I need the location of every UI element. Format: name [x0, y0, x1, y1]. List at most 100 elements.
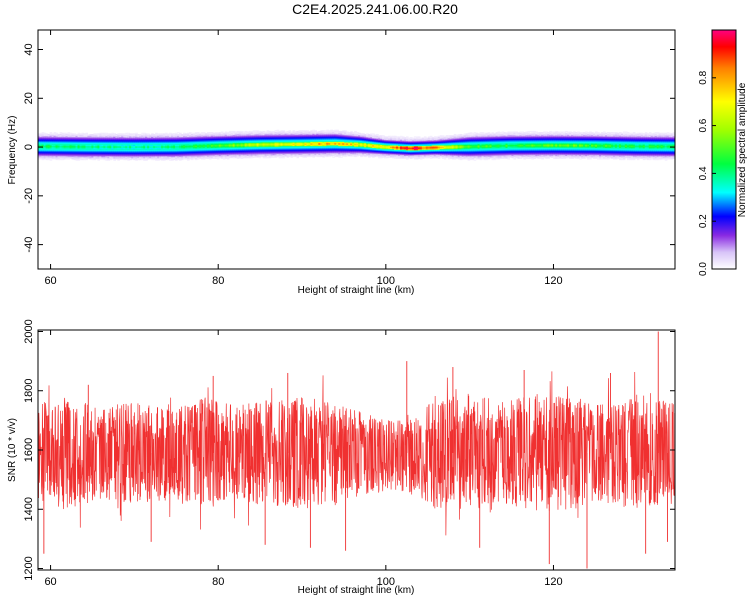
- heatmap-cell: [49, 152, 53, 154]
- heatmap-cell: [133, 137, 136, 139]
- heatmap-cell: [97, 141, 101, 144]
- heatmap-cell: [155, 145, 158, 147]
- heatmap-cell: [119, 148, 122, 150]
- heatmap-cell: [55, 153, 59, 155]
- heatmap-cell: [145, 141, 148, 144]
- heatmap-cell: [113, 134, 116, 136]
- heatmap-cell: [161, 157, 164, 159]
- heatmap-cell: [155, 146, 158, 148]
- heatmap-cell: [159, 155, 162, 158]
- heatmap-cell: [129, 133, 132, 135]
- heatmap-cell: [125, 158, 128, 160]
- heatmap-cell: [67, 135, 71, 137]
- heatmap-cell: [45, 138, 49, 141]
- heatmap-cell: [77, 153, 81, 155]
- heatmap-cell: [183, 157, 186, 159]
- heatmap-cell: [127, 143, 130, 145]
- heatmap-cell: [157, 136, 160, 138]
- heatmap-cell: [39, 132, 43, 134]
- heatmap-cell: [177, 142, 180, 144]
- heatmap-cell: [179, 159, 182, 161]
- heatmap-cell: [137, 145, 140, 147]
- heatmap-cell: [85, 141, 89, 144]
- heatmap-cell: [75, 146, 79, 148]
- heatmap-cell: [55, 135, 59, 137]
- heatmap-cell: [139, 147, 142, 149]
- heatmap-cell: [169, 159, 172, 161]
- heatmap-cell: [37, 133, 41, 136]
- heatmap-cell: [85, 144, 89, 147]
- heatmap-cell: [141, 133, 144, 136]
- heatmap-cell: [137, 148, 140, 150]
- heatmap-cell: [45, 143, 49, 145]
- heatmap-cell: [177, 134, 180, 136]
- heatmap-cell: [67, 149, 71, 152]
- heatmap-cell: [101, 156, 104, 158]
- heatmap-cell: [37, 138, 41, 140]
- heatmap-cell: [177, 155, 180, 158]
- heatmap-cell: [129, 139, 132, 141]
- heatmap-cell: [89, 152, 93, 155]
- heatmap-cell: [79, 158, 83, 161]
- heatmap-cell: [115, 138, 118, 140]
- heatmap-cell: [79, 157, 83, 159]
- heatmap-cell: [147, 141, 150, 144]
- heatmap-cell: [87, 135, 91, 137]
- heatmap-cell: [147, 154, 150, 156]
- heatmap-cell: [71, 155, 75, 157]
- heatmap-cell: [71, 143, 75, 145]
- heatmap-cell: [145, 135, 148, 137]
- heatmap-cell: [83, 149, 87, 151]
- heatmap-cell: [87, 155, 91, 158]
- heatmap-cell: [59, 137, 63, 139]
- heatmap-cell: [155, 138, 158, 140]
- heatmap-cell: [181, 135, 184, 137]
- heatmap-cell: [89, 134, 93, 136]
- heatmap-cell: [159, 147, 162, 150]
- heatmap-cell: [53, 157, 57, 159]
- heatmap-cell: [39, 134, 43, 136]
- heatmap-cell: [141, 145, 144, 147]
- heatmap-cell: [115, 152, 118, 154]
- heatmap-cell: [121, 155, 124, 158]
- heatmap-cell: [177, 145, 180, 147]
- heatmap-cell: [87, 154, 91, 156]
- heatmap-cell: [63, 153, 67, 155]
- heatmap-cell: [129, 135, 132, 137]
- heatmap-cell: [123, 154, 126, 156]
- heatmap-cell: [161, 140, 164, 142]
- heatmap-cell: [145, 158, 148, 161]
- heatmap-cell: [85, 133, 89, 135]
- heatmap-cell: [173, 139, 176, 141]
- heatmap-cell: [49, 155, 53, 158]
- heatmap-cell: [143, 141, 146, 144]
- heatmap-cell: [129, 135, 132, 137]
- heatmap-cell: [105, 145, 108, 147]
- heatmap-cell: [79, 149, 83, 151]
- heatmap-cell: [123, 155, 126, 157]
- heatmap-cell: [67, 154, 71, 156]
- heatmap-cell: [121, 148, 124, 150]
- heatmap-cell: [75, 145, 79, 147]
- heatmap-cell: [65, 138, 69, 140]
- heatmap-cell: [177, 152, 180, 154]
- heatmap-cell: [47, 147, 51, 150]
- heatmap-cell: [125, 140, 128, 142]
- heatmap-cell: [121, 147, 124, 150]
- heatmap-cell: [101, 151, 104, 153]
- heatmap-cell: [165, 138, 168, 141]
- heatmap-cell: [67, 139, 71, 141]
- heatmap-cell: [157, 152, 160, 155]
- heatmap-cell: [111, 147, 114, 149]
- heatmap-cell: [43, 149, 47, 152]
- heatmap-cell: [173, 137, 176, 139]
- heatmap-cell: [73, 151, 77, 153]
- heatmap-cell: [135, 143, 138, 145]
- heatmap-cell: [111, 155, 114, 158]
- heatmap-cell: [173, 136, 176, 138]
- heatmap-cell: [181, 152, 184, 155]
- heatmap-cell: [163, 141, 166, 143]
- heatmap-cell: [103, 146, 106, 148]
- heatmap-cell: [129, 150, 132, 152]
- heatmap-cell: [161, 155, 164, 158]
